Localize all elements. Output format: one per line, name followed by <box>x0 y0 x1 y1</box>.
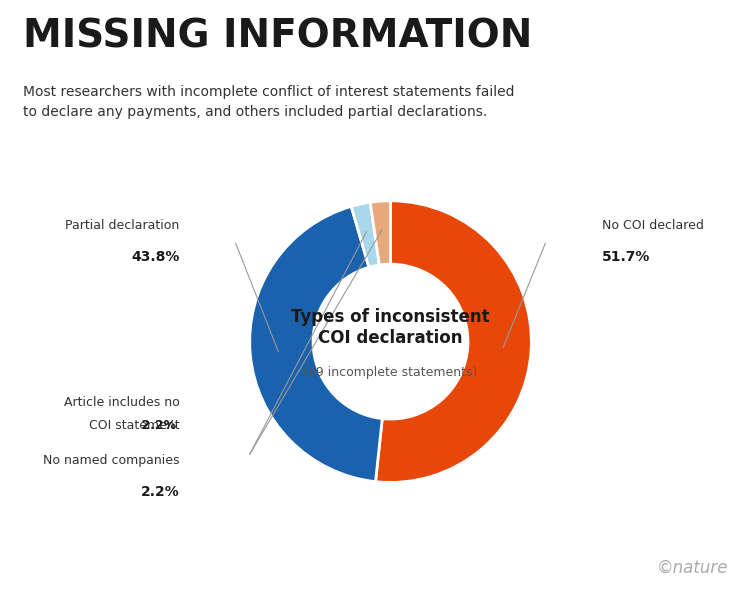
Text: Partial declaration: Partial declaration <box>0 588 1 589</box>
Text: No COI declared: No COI declared <box>0 588 1 589</box>
Text: Most researchers with incomplete conflict of interest statements failed
to decla: Most researchers with incomplete conflic… <box>23 85 514 119</box>
Text: No named companies: No named companies <box>0 588 1 589</box>
Text: 51.7%: 51.7% <box>0 588 1 589</box>
Text: (89 incomplete statements): (89 incomplete statements) <box>0 588 1 589</box>
Text: COI statement: COI statement <box>0 588 1 589</box>
Text: (89 incomplete statements): (89 incomplete statements) <box>303 366 478 379</box>
Text: COI statement: COI statement <box>89 419 179 432</box>
Text: Article includes no: Article includes no <box>64 396 179 409</box>
Text: MISSING INFORMATION: MISSING INFORMATION <box>23 18 532 56</box>
Text: 2.2%: 2.2% <box>140 485 179 499</box>
Text: 51.7%: 51.7% <box>602 250 650 264</box>
Text: Article includes no: Article includes no <box>0 588 1 589</box>
Text: Partial declaration: Partial declaration <box>65 219 179 232</box>
Text: Types of inconsistent
COI declaration: Types of inconsistent COI declaration <box>0 588 1 589</box>
Wedge shape <box>250 206 382 482</box>
Text: ©nature: ©nature <box>657 559 728 577</box>
Text: Types of inconsistent
COI declaration: Types of inconsistent COI declaration <box>291 308 490 347</box>
Text: 2.2%: 2.2% <box>137 419 176 432</box>
Text: No COI declared: No COI declared <box>602 219 704 232</box>
Wedge shape <box>351 202 379 267</box>
Text: 2.2%: 2.2% <box>0 588 1 589</box>
Text: No named companies: No named companies <box>43 454 179 467</box>
Wedge shape <box>370 201 391 265</box>
Wedge shape <box>376 201 531 482</box>
Text: 43.8%: 43.8% <box>131 250 179 264</box>
Text: 43.8%: 43.8% <box>0 588 1 589</box>
Text: COI statement 2.2%: COI statement 2.2% <box>0 588 1 589</box>
